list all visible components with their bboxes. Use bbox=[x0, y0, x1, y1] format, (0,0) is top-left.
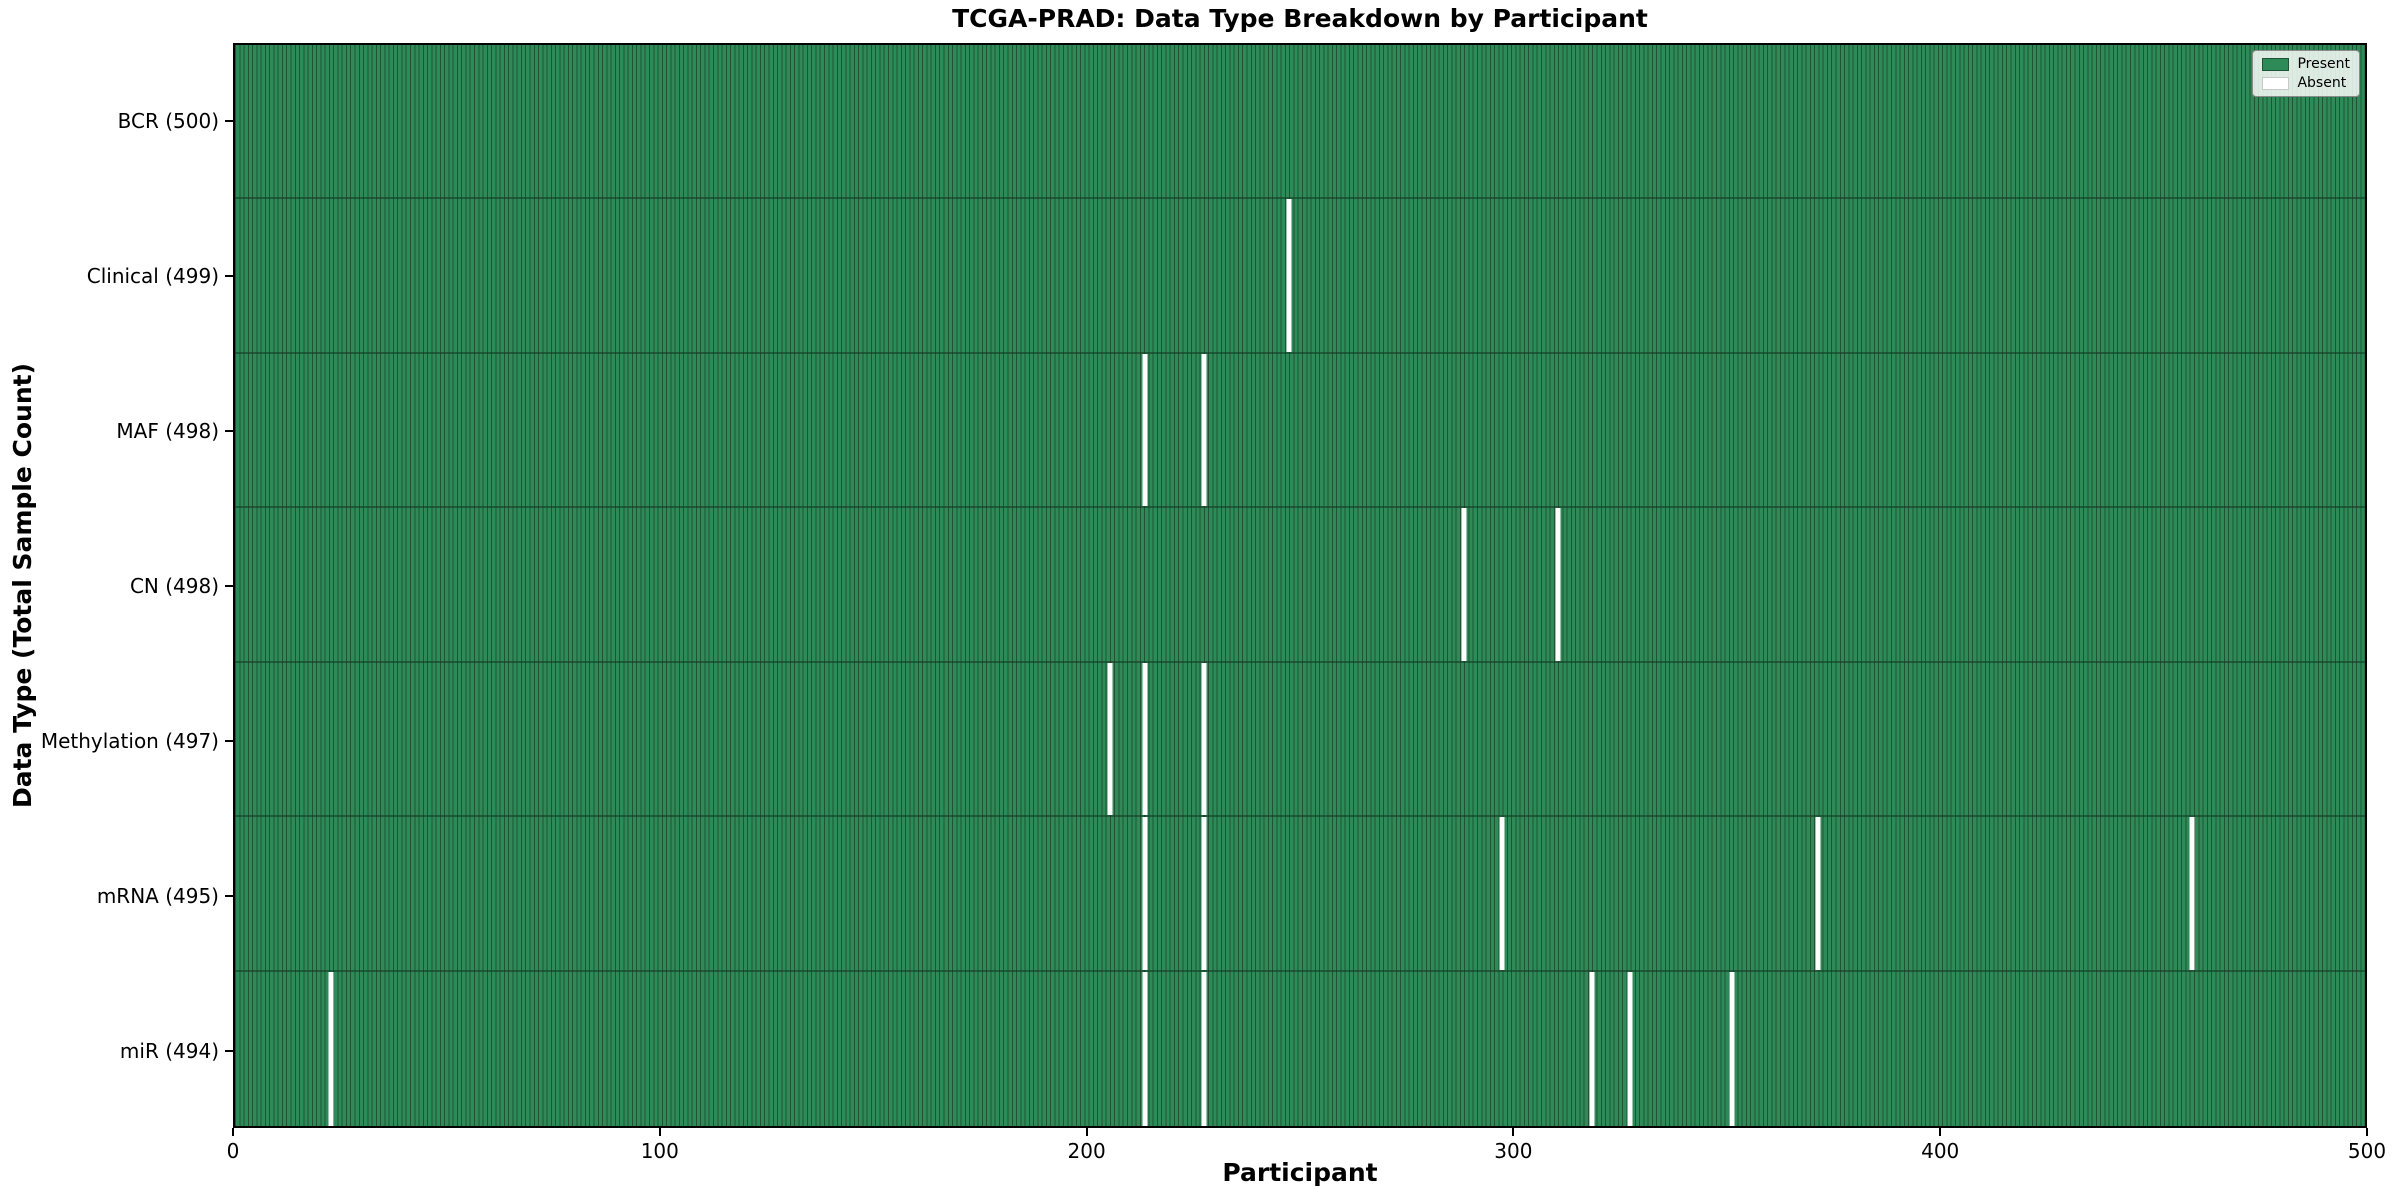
absent-gap bbox=[1589, 971, 1595, 1126]
y-tick-miR: miR (494) bbox=[120, 1039, 233, 1063]
absent-gap bbox=[1142, 662, 1147, 816]
absent-gap bbox=[1729, 971, 1735, 1126]
x-tick-label: 0 bbox=[226, 1139, 240, 1163]
x-tick-mark bbox=[232, 1128, 234, 1136]
heatmap-row-miR bbox=[235, 971, 2365, 1126]
legend-label: Absent bbox=[2297, 75, 2347, 91]
y-tick-label: mRNA (495) bbox=[96, 883, 219, 908]
legend-label: Present bbox=[2297, 56, 2350, 72]
legend-item-absent: Absent bbox=[2262, 76, 2350, 90]
y-tick-BCR: BCR (500) bbox=[118, 109, 233, 133]
legend-swatch-absent bbox=[2262, 76, 2290, 90]
y-tick-label: Methylation (497) bbox=[40, 728, 219, 753]
y-tick-mark bbox=[225, 584, 233, 587]
x-tick-mark bbox=[658, 1128, 661, 1136]
legend-swatch-present bbox=[2262, 57, 2290, 71]
absent-gap bbox=[1142, 353, 1147, 507]
x-tick-label: 300 bbox=[1494, 1139, 1533, 1163]
x-tick-label: 500 bbox=[2347, 1139, 2387, 1163]
x-axis-label: Participant bbox=[1222, 1158, 1378, 1187]
y-tick-MAF: MAF (498) bbox=[116, 419, 233, 443]
absent-gap bbox=[1107, 662, 1113, 816]
y-tick-Methylation: Methylation (497) bbox=[41, 729, 233, 753]
heatmap-row-mRNA bbox=[235, 817, 2365, 972]
absent-gap bbox=[1201, 817, 1207, 970]
absent-gap bbox=[1142, 971, 1147, 1126]
chart-title: TCGA-PRAD: Data Type Breakdown by Partic… bbox=[952, 4, 1648, 33]
absent-gap bbox=[1815, 817, 1821, 970]
y-tick-label: CN (498) bbox=[129, 573, 219, 598]
y-tick-mark bbox=[225, 1049, 233, 1052]
y-tick-CN: CN (498) bbox=[130, 574, 233, 598]
heatmap-row-Clinical bbox=[235, 199, 2365, 354]
absent-gap bbox=[328, 971, 334, 1126]
x-axis: 0 100 200 300 400 500 bbox=[227, 1128, 2386, 1174]
x-tick-label: 400 bbox=[1921, 1139, 1960, 1163]
y-tick-label: BCR (500) bbox=[117, 108, 219, 133]
y-tick-mRNA: mRNA (495) bbox=[97, 884, 233, 908]
y-tick-mark bbox=[225, 739, 233, 742]
absent-gap bbox=[1201, 971, 1207, 1126]
x-tick-label: 100 bbox=[640, 1139, 679, 1163]
absent-gap bbox=[1499, 817, 1505, 970]
heatmap-row-BCR bbox=[235, 45, 2365, 200]
x-tick-mark bbox=[1085, 1128, 1088, 1136]
absent-gap bbox=[2189, 817, 2195, 970]
legend-item-present: Present bbox=[2262, 57, 2350, 71]
absent-gap bbox=[1627, 971, 1633, 1126]
x-tick-mark bbox=[1939, 1128, 1942, 1136]
y-tick-mark bbox=[225, 274, 233, 277]
heatmap-row-MAF bbox=[235, 353, 2365, 509]
y-tick-mark bbox=[225, 894, 233, 897]
x-tick-mark bbox=[1512, 1128, 1515, 1136]
heatmap-row-CN bbox=[235, 508, 2365, 663]
y-tick-mark bbox=[225, 429, 233, 432]
heatmap-row-Methylation bbox=[235, 662, 2365, 818]
x-tick-mark bbox=[2366, 1128, 2368, 1136]
absent-gap bbox=[1286, 199, 1292, 352]
y-tick-label: miR (494) bbox=[119, 1038, 219, 1063]
legend: Present Absent bbox=[2252, 50, 2360, 97]
y-tick-Clinical: Clinical (499) bbox=[87, 264, 233, 288]
y-axis: BCR (500) Clinical (499) MAF (498) CN (498)… bbox=[0, 43, 233, 1128]
x-tick-label: 200 bbox=[1067, 1139, 1106, 1163]
absent-gap bbox=[1461, 508, 1467, 661]
absent-gap bbox=[1201, 662, 1207, 816]
y-tick-label: MAF (498) bbox=[116, 418, 219, 443]
plot-area: Present Absent bbox=[233, 43, 2367, 1128]
y-tick-label: Clinical (499) bbox=[86, 263, 219, 288]
absent-gap bbox=[1201, 353, 1207, 507]
absent-gap bbox=[1555, 508, 1561, 661]
y-tick-mark bbox=[225, 119, 233, 122]
absent-gap bbox=[1142, 817, 1147, 970]
